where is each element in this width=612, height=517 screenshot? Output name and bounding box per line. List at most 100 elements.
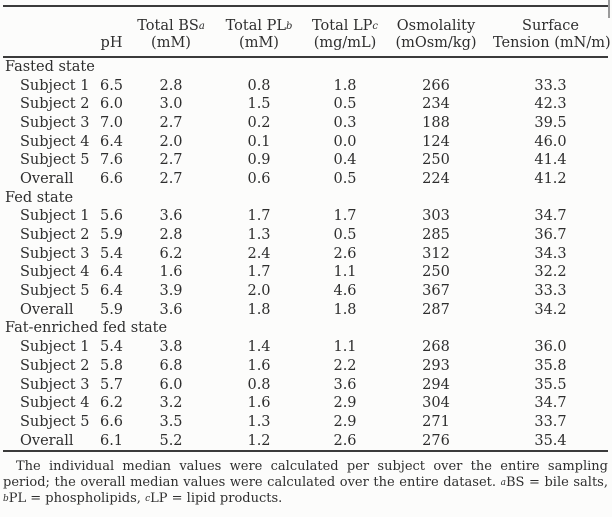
cell-value: 1.6 xyxy=(159,264,183,281)
cell-value: 6.0 xyxy=(99,96,124,113)
cell-value: 188 xyxy=(422,114,450,131)
table-row: Subject 5 7.6 2.7 0.9 0.4 250 41.4 xyxy=(3,151,608,170)
row-label: Overall xyxy=(20,170,74,187)
table-row: Subject 5 6.4 3.9 2.0 4.6 367 33.3 xyxy=(3,282,608,301)
table-row: Subject 1 5.6 3.6 1.7 1.7 303 34.7 xyxy=(3,208,608,227)
table-header: pH Total BSa (mM) Total PLb (mM) Total L… xyxy=(3,6,611,58)
row-label: Subject 4 xyxy=(20,395,90,412)
cell-value: 3.5 xyxy=(159,413,183,430)
cell-value: 1.7 xyxy=(247,208,271,225)
cell-value: 250 xyxy=(422,264,450,281)
section-header-row: Fed state xyxy=(3,189,608,208)
table-footnote: The individual median values were calcul… xyxy=(3,459,608,506)
cell-value: 287 xyxy=(422,301,450,318)
cell-value: 36.7 xyxy=(534,227,567,244)
header-cell-total-bs: Total BSa (mM) xyxy=(135,6,207,58)
cell-value: 41.2 xyxy=(534,170,567,187)
cell-value: 33.3 xyxy=(534,283,567,300)
column-unit-total-lp: (mg/mL) xyxy=(313,35,377,51)
cell-value: 124 xyxy=(422,133,450,150)
cell-value: 5.4 xyxy=(99,339,124,356)
cell-value: 3.0 xyxy=(159,96,183,113)
cell-value: 1.1 xyxy=(333,264,357,281)
cell-value: 2.0 xyxy=(247,283,271,300)
cell-value: 42.3 xyxy=(534,96,567,113)
table-body: Fasted state Subject 1 6.5 2.8 0.8 1.8 266 33.3… xyxy=(3,57,608,451)
table-row: Subject 1 5.4 3.8 1.4 1.1 268 36.0 xyxy=(3,338,608,357)
cell-value: 1.4 xyxy=(247,339,271,356)
cell-value: 294 xyxy=(422,376,450,393)
cell-value: 2.6 xyxy=(333,432,357,449)
cell-value: 34.3 xyxy=(534,245,567,262)
table-row: Subject 4 6.4 1.6 1.7 1.1 250 32.2 xyxy=(3,264,608,283)
table-row: Overall 5.9 3.6 1.8 1.8 287 34.2 xyxy=(3,301,608,320)
table-row: Subject 3 5.4 6.2 2.4 2.6 312 34.3 xyxy=(3,245,608,264)
cell-value: 0.5 xyxy=(333,227,357,244)
column-header-total-pl: Total PLb xyxy=(207,18,311,35)
cell-value: 6.2 xyxy=(159,245,183,262)
cell-value: 4.6 xyxy=(333,283,357,300)
cell-value: 1.6 xyxy=(247,395,271,412)
cell-value: 293 xyxy=(422,357,450,374)
cell-value: 2.6 xyxy=(333,245,357,262)
cell-value: 6.0 xyxy=(159,376,183,393)
table-row: Subject 2 6.0 3.0 1.5 0.5 234 42.3 xyxy=(3,95,608,114)
row-label: Subject 1 xyxy=(20,339,90,356)
cell-value: 1.8 xyxy=(247,301,271,318)
superscript-c: c xyxy=(372,21,378,32)
cell-value: 0.4 xyxy=(333,152,357,169)
header-cell-surface-tension: Surface Tension (mN/m) xyxy=(493,6,611,58)
table-row: Subject 1 6.5 2.8 0.8 1.8 266 33.3 xyxy=(3,77,608,96)
cell-value: 7.0 xyxy=(99,114,124,131)
cell-value: 3.9 xyxy=(159,283,183,300)
cell-value: 2.7 xyxy=(159,114,183,131)
cell-value: 276 xyxy=(422,432,450,449)
cell-value: 5.9 xyxy=(99,301,124,318)
cell-value: 3.2 xyxy=(159,395,183,412)
header-cell-total-lp: Total LPc (mg/mL) xyxy=(311,6,379,58)
row-label: Subject 5 xyxy=(20,152,90,169)
header-row: pH Total BSa (mM) Total PLb (mM) Total L… xyxy=(3,6,611,58)
cell-value: 6.8 xyxy=(159,357,183,374)
cell-value: 1.5 xyxy=(247,96,271,113)
column-header-osmolality: Osmolality xyxy=(396,18,476,34)
cell-value: 2.7 xyxy=(159,152,183,169)
cell-value: 3.6 xyxy=(333,376,357,393)
cell-value: 1.8 xyxy=(333,301,357,318)
cell-value: 312 xyxy=(422,245,450,262)
column-header-ph: pH xyxy=(100,35,123,51)
cell-value: 0.3 xyxy=(333,114,357,131)
cell-value: 5.6 xyxy=(99,208,124,225)
table-row: Overall 6.6 2.7 0.6 0.5 224 41.2 xyxy=(3,170,608,189)
column-unit-total-pl: (mM) xyxy=(239,35,279,51)
column-unit-surface-tension: Tension (mN/m) xyxy=(493,35,611,51)
row-label: Subject 5 xyxy=(20,413,90,430)
cell-value: 41.4 xyxy=(534,152,567,169)
cell-value: 6.1 xyxy=(99,432,124,449)
cell-value: 2.8 xyxy=(159,77,183,94)
row-label: Subject 3 xyxy=(20,376,90,393)
cell-value: 224 xyxy=(422,170,450,187)
table-row: Overall 6.1 5.2 1.2 2.6 276 35.4 xyxy=(3,432,608,452)
cell-value: 33.3 xyxy=(534,77,567,94)
header-cell-ph: pH xyxy=(88,6,135,58)
table-row: Subject 3 5.7 6.0 0.8 3.6 294 35.5 xyxy=(3,376,608,395)
section-label: Fasted state xyxy=(5,58,95,75)
cell-value: 250 xyxy=(422,152,450,169)
row-label: Overall xyxy=(20,301,74,318)
cell-value: 5.7 xyxy=(99,376,124,393)
median-values-table: pH Total BSa (mM) Total PLb (mM) Total L… xyxy=(3,5,611,453)
cell-value: 266 xyxy=(422,77,450,94)
column-header-text: Total LP xyxy=(312,18,373,34)
footnote-superscript: a xyxy=(500,478,506,489)
cell-value: 2.0 xyxy=(159,133,183,150)
cell-value: 0.0 xyxy=(333,133,357,150)
cell-value: 1.3 xyxy=(247,413,271,430)
cell-value: 0.6 xyxy=(247,170,271,187)
cell-value: 285 xyxy=(422,227,450,244)
row-label: Subject 3 xyxy=(20,245,90,262)
cell-value: 32.2 xyxy=(534,264,567,281)
section-header-row: Fat-enriched fed state xyxy=(3,320,608,339)
row-label: Subject 4 xyxy=(20,133,90,150)
row-label: Subject 4 xyxy=(20,264,90,281)
